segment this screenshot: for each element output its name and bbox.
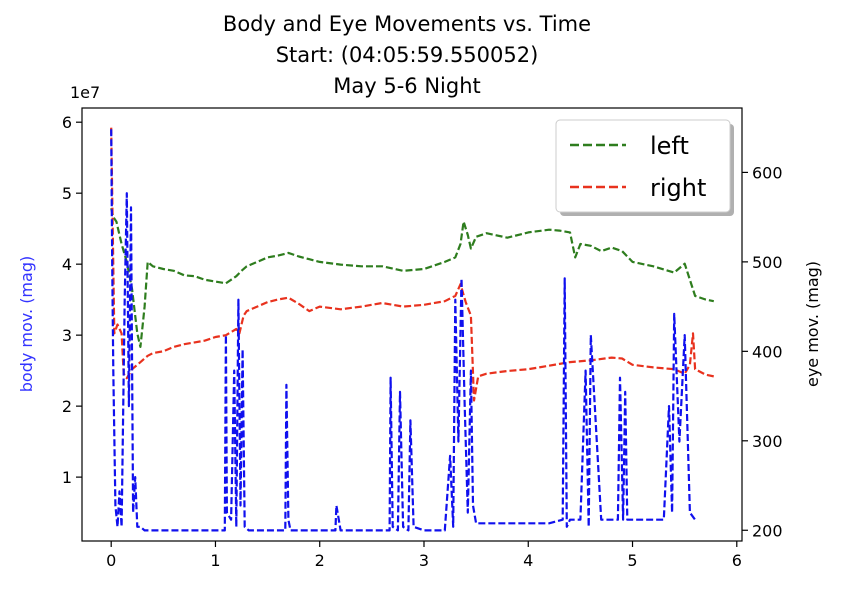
right-tick-label: 600 <box>752 163 783 182</box>
right-axis-label: eye mov. (mag) <box>803 261 822 387</box>
right-tick-label: 200 <box>752 521 783 540</box>
x-tick-label: 4 <box>523 551 533 570</box>
series-line-right <box>110 127 715 402</box>
right-tick-label: 400 <box>752 342 783 361</box>
left-tick-label: 1 <box>62 468 72 487</box>
chart-title-line-1: Body and Eye Movements vs. Time <box>223 12 591 36</box>
legend: left right <box>555 119 734 216</box>
series-line-left <box>110 207 715 348</box>
chart-title-line-3: May 5-6 Night <box>333 74 480 98</box>
left-tick-label: 2 <box>62 397 72 416</box>
left-tick-label: 6 <box>62 113 72 132</box>
right-tick-label: 300 <box>752 432 783 451</box>
left-axis-label: body mov. (mag) <box>17 256 36 392</box>
left-tick-label: 3 <box>62 326 72 345</box>
right-tick-label: 500 <box>752 253 783 272</box>
left-tick-label: 4 <box>62 255 72 274</box>
legend-label-right: right <box>650 174 706 202</box>
left-axis-offset-label: 1e7 <box>70 83 100 102</box>
legend-box <box>555 119 731 213</box>
chart-title-line-2: Start: (04:05:59.550052) <box>276 43 539 67</box>
plot-frame <box>81 107 743 542</box>
left-tick-label: 5 <box>62 184 72 203</box>
series-line-body <box>110 129 696 532</box>
x-tick-label: 3 <box>419 551 429 570</box>
x-tick-label: 0 <box>106 551 116 570</box>
plot-area <box>110 127 715 532</box>
legend-label-left: left <box>650 132 689 160</box>
x-tick-label: 5 <box>627 551 637 570</box>
x-tick-label: 6 <box>732 551 742 570</box>
x-tick-label: 1 <box>210 551 220 570</box>
x-tick-label: 2 <box>315 551 325 570</box>
